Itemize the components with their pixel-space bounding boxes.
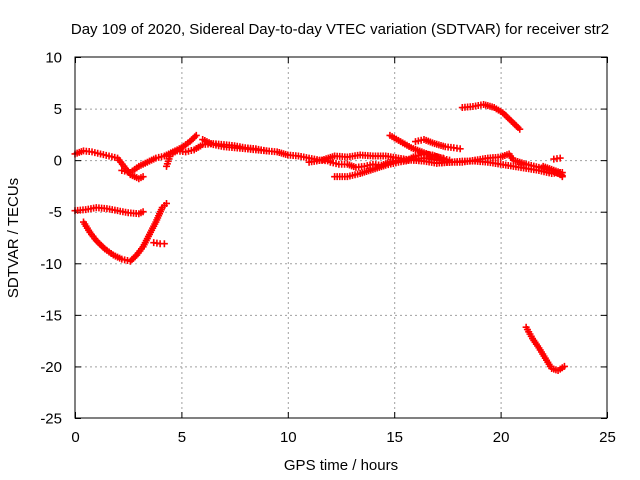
data-point bbox=[560, 362, 568, 370]
data-point bbox=[556, 154, 564, 162]
data-point bbox=[439, 154, 447, 162]
x-tick-label: 0 bbox=[71, 429, 79, 446]
data-point bbox=[160, 240, 168, 248]
series-arc-9 bbox=[411, 136, 464, 153]
tick-labels: 0 5 10 15 20 25 -25 -20 -15 -10 -5 0 5 10 bbox=[40, 50, 616, 447]
series-arc-17 bbox=[522, 323, 568, 375]
data-point bbox=[558, 173, 566, 181]
series-arc-12 bbox=[539, 162, 566, 181]
y-tick-label: -10 bbox=[40, 256, 62, 273]
x-tick-label: 15 bbox=[386, 429, 403, 446]
data-series bbox=[71, 100, 568, 375]
y-tick-label: 0 bbox=[54, 153, 62, 170]
plot-frame bbox=[74, 56, 608, 419]
series-arc-13 bbox=[550, 154, 564, 163]
y-tick-label: -25 bbox=[40, 411, 62, 428]
x-tick-label: 25 bbox=[599, 429, 616, 446]
series-arc-10 bbox=[433, 157, 566, 178]
x-tick-label: 20 bbox=[493, 429, 510, 446]
data-point bbox=[163, 199, 171, 207]
series-arc-16 bbox=[150, 239, 168, 248]
y-tick-label: 5 bbox=[54, 101, 62, 118]
chart-title: Day 109 of 2020, Sidereal Day-to-day VTE… bbox=[71, 21, 609, 38]
data-point bbox=[139, 208, 147, 216]
data-point bbox=[263, 147, 271, 155]
series-arc-8 bbox=[386, 131, 447, 162]
x-tick-label: 10 bbox=[280, 429, 297, 446]
y-axis-label: SDTVAR / TECUs bbox=[5, 178, 22, 298]
grid-lines bbox=[75, 57, 607, 418]
data-point bbox=[516, 125, 524, 133]
series-arc-15 bbox=[80, 199, 171, 265]
data-point bbox=[192, 131, 200, 139]
x-axis-label: GPS time / hours bbox=[284, 457, 398, 474]
series-arc-4 bbox=[199, 136, 271, 155]
data-point bbox=[456, 145, 464, 153]
y-tick-label: -5 bbox=[49, 204, 62, 221]
x-tick-label: 5 bbox=[178, 429, 186, 446]
data-point bbox=[139, 173, 147, 181]
series-arc-11 bbox=[458, 100, 524, 133]
y-tick-label: -20 bbox=[40, 359, 62, 376]
y-tick-label: -15 bbox=[40, 307, 62, 324]
y-tick-label: 10 bbox=[45, 50, 62, 67]
